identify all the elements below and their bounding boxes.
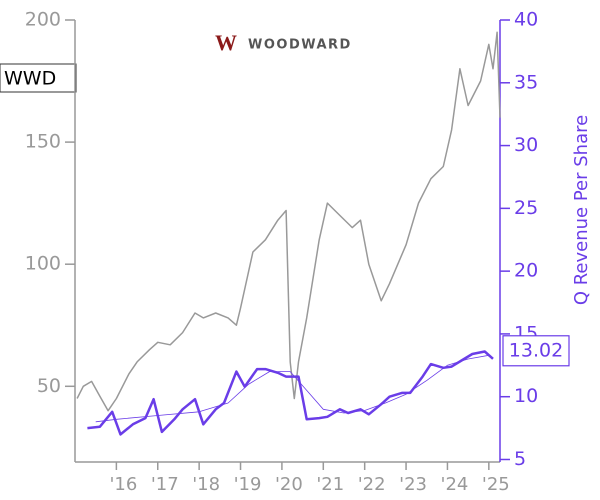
ticker-box	[0, 63, 77, 93]
logo-mark: W	[215, 30, 237, 55]
series-line	[95, 354, 489, 423]
x-tick-label: '20	[275, 474, 303, 495]
y-tick-label: 100	[25, 253, 61, 275]
x-tick-label: '18	[192, 474, 220, 495]
value-label-box	[502, 335, 570, 367]
logo-name: WOODWARD	[248, 38, 352, 53]
ticker: WWD	[4, 68, 56, 90]
y2-tick-label: 5	[514, 448, 526, 470]
x-tick-label: '19	[234, 474, 262, 495]
y-tick-label: 50	[37, 375, 61, 397]
value-label: 13.02	[509, 339, 563, 361]
x-tick-label: '24	[441, 474, 469, 495]
y2-tick-label: 40	[514, 9, 538, 31]
x-tick-label: '23	[399, 474, 427, 495]
x-tick-label: '21	[316, 474, 344, 495]
y2-tick-label: 10	[514, 385, 538, 407]
y-tick-label: 150	[25, 131, 61, 153]
y-tick-label: 200	[25, 9, 61, 31]
x-tick-label: '16	[109, 474, 137, 495]
y2-tick-label: 25	[514, 197, 538, 219]
x-tick-label: '17	[151, 474, 179, 495]
y2-tick-label: 35	[514, 71, 538, 93]
x-tick-label: '25	[482, 474, 510, 495]
series-line	[76, 31, 501, 412]
x-tick-label: '22	[358, 474, 386, 495]
y2-axis-title: Q Revenue Per Share	[571, 115, 592, 305]
y2-tick-label: 20	[514, 260, 538, 282]
y2-tick-label: 30	[514, 134, 538, 156]
